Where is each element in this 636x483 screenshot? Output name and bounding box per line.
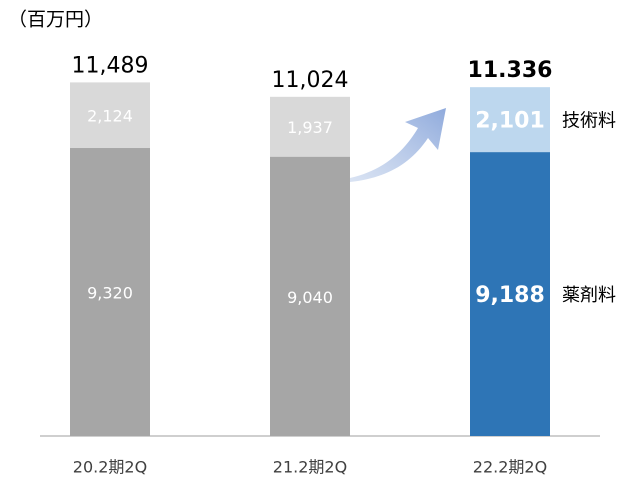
value-label: 9,040 bbox=[287, 288, 333, 307]
bar-segment bbox=[470, 152, 550, 436]
bar-segment bbox=[270, 156, 350, 436]
bar-segment bbox=[270, 96, 350, 157]
bar-segment bbox=[70, 148, 150, 436]
growth-arrow bbox=[350, 108, 446, 182]
value-label: 9,188 bbox=[475, 283, 545, 308]
value-label: 2,101 bbox=[475, 109, 545, 134]
bar-segment bbox=[70, 82, 150, 149]
x-tick-label: 21.2期2Q bbox=[273, 458, 347, 477]
legend-label: 技術料 bbox=[562, 111, 616, 132]
legend-label: 薬剤料 bbox=[562, 285, 616, 306]
value-label: 9,320 bbox=[87, 284, 133, 303]
x-tick-label: 20.2期2Q bbox=[73, 458, 147, 477]
total-label: 11,024 bbox=[272, 68, 349, 93]
total-label: 11.336 bbox=[468, 58, 553, 83]
value-label: 1,937 bbox=[287, 118, 333, 137]
x-tick-label: 22.2期2Q bbox=[473, 458, 547, 477]
bar-segment bbox=[470, 87, 550, 153]
value-label: 2,124 bbox=[87, 107, 133, 126]
total-label: 11,489 bbox=[72, 53, 149, 78]
unit-label: （百万円） bbox=[8, 9, 103, 31]
